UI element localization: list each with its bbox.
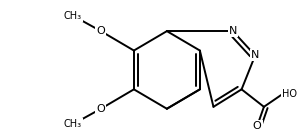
Text: N: N [251,50,259,60]
Text: O: O [97,104,105,114]
Text: N: N [229,26,237,36]
Text: CH₃: CH₃ [64,119,82,129]
Text: HO: HO [282,89,297,99]
Text: CH₃: CH₃ [64,11,82,21]
Text: O: O [97,26,105,36]
Text: O: O [253,121,261,131]
